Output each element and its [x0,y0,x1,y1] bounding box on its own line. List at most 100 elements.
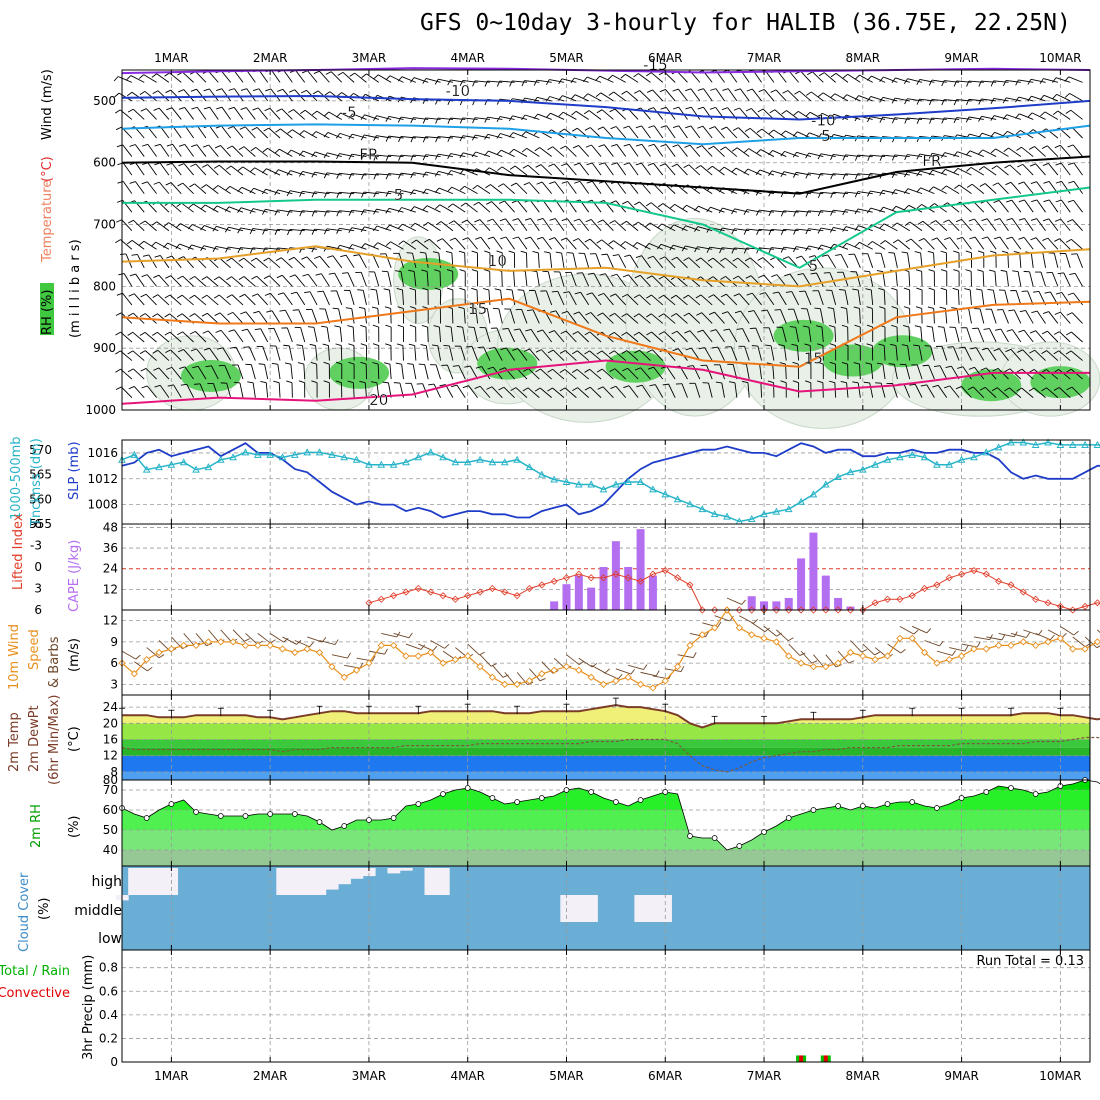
wind-barb [121,650,137,660]
wind-barb [463,308,466,324]
wind-barb-flag [1015,96,1020,103]
wind-barb-flag [397,116,402,123]
wind-barb-flag [498,200,505,204]
wind-barb-flag [756,128,763,133]
wind-barb [332,255,343,269]
wind-barb [676,330,688,343]
wind-barb-flag [669,204,675,209]
wind-barb-flag [559,128,565,133]
wind-barb [1071,312,1083,324]
li-marker [933,581,941,589]
wind-barb [478,201,491,213]
wind-barb [144,332,157,343]
wind-barb [503,183,515,194]
wind-barb-flag [601,253,608,256]
wind-barb [833,226,849,232]
wind-barb-flag [164,331,171,336]
wind-barb-flag [622,367,628,372]
rh-high-blob [329,356,390,389]
wind-barb [887,643,902,654]
wind-speed-marker [451,655,460,664]
wind-barb [376,208,392,213]
wind-barb [513,271,516,287]
wind-speed-marker [550,666,558,674]
wind-barb-flag [487,366,494,370]
wind-barb [591,144,602,157]
wind-barb-flag [785,291,792,293]
temp-band [122,723,1090,740]
wind-barb [653,144,664,157]
wind-barb-flag [461,219,468,224]
wind-speed-marker [587,673,595,681]
isotherm-label: 5 [394,186,404,204]
wind-barb [516,672,528,685]
wind-barb [330,71,343,83]
wind-barb [665,163,676,176]
wind-barb [442,238,454,250]
wind-barb [208,70,219,83]
wind-barb-flag [903,78,908,85]
wind-barb [133,219,145,232]
wind-barb-flag [865,288,872,291]
temp-unit-label: (°C) [40,156,55,182]
wind-barb-flag [479,651,485,656]
li-marker [846,606,855,614]
rh-marker [341,823,348,829]
wind-barb [529,348,540,361]
wind-barb [612,74,626,83]
wind-barb [1061,181,1071,194]
wind-barb-flag [560,145,566,150]
wind-barb-flag [759,292,766,295]
wind-barb [983,166,997,176]
wind-barb [414,289,417,305]
wind-barb-flag [1018,181,1024,185]
wind-barb [145,368,157,380]
wind-barb [1023,181,1034,194]
wind-speed-marker [303,645,311,653]
wind-barb-flag [953,80,957,87]
wind-barb-flag [251,293,258,297]
wind-barb [574,77,589,83]
thickness-marker [686,500,694,508]
wind-barb-flag [212,205,218,211]
wind-barb [171,367,182,380]
wind-barb [628,664,644,670]
wind-barb [401,76,417,83]
wind-barb [400,172,416,176]
wind-barb-flag [854,343,861,346]
wind-barb [269,108,281,120]
wind-barb-flag [115,386,122,391]
thickness-marker [179,458,188,466]
wind-speed-marker [402,652,410,660]
wind-barb [496,327,503,343]
wind-barb [664,71,676,83]
wind-barb [822,92,836,102]
wind-barb-flag [373,74,379,80]
wind-barb [712,257,725,269]
cape-bar [846,606,855,610]
wind-barb-flag [384,306,391,309]
wind-tick-label: 9 [110,635,118,649]
wind-barb-flag [865,362,872,365]
wind-barb [358,254,367,269]
wind-barb [986,218,997,231]
wind-barb [243,257,256,269]
wind-barb [971,183,985,194]
wind-barb [554,181,565,194]
wind-barb [882,96,898,102]
wind-barb-flag [420,644,426,650]
wind-speed-marker [352,666,361,674]
wind-barb [812,71,824,83]
wind-barb [504,672,516,685]
wind-barb-flag [373,225,378,232]
wind-barb [833,153,849,157]
wind-barb [998,632,1015,638]
wind-barb [783,171,799,176]
wind-barb-flag [286,170,291,176]
wind-barb-flag [140,293,147,298]
wind-barb [820,172,836,176]
wind-barb [926,384,935,398]
wind-barb [316,110,330,120]
wind-barb [1074,273,1083,287]
wind-barb-flag [586,162,593,166]
